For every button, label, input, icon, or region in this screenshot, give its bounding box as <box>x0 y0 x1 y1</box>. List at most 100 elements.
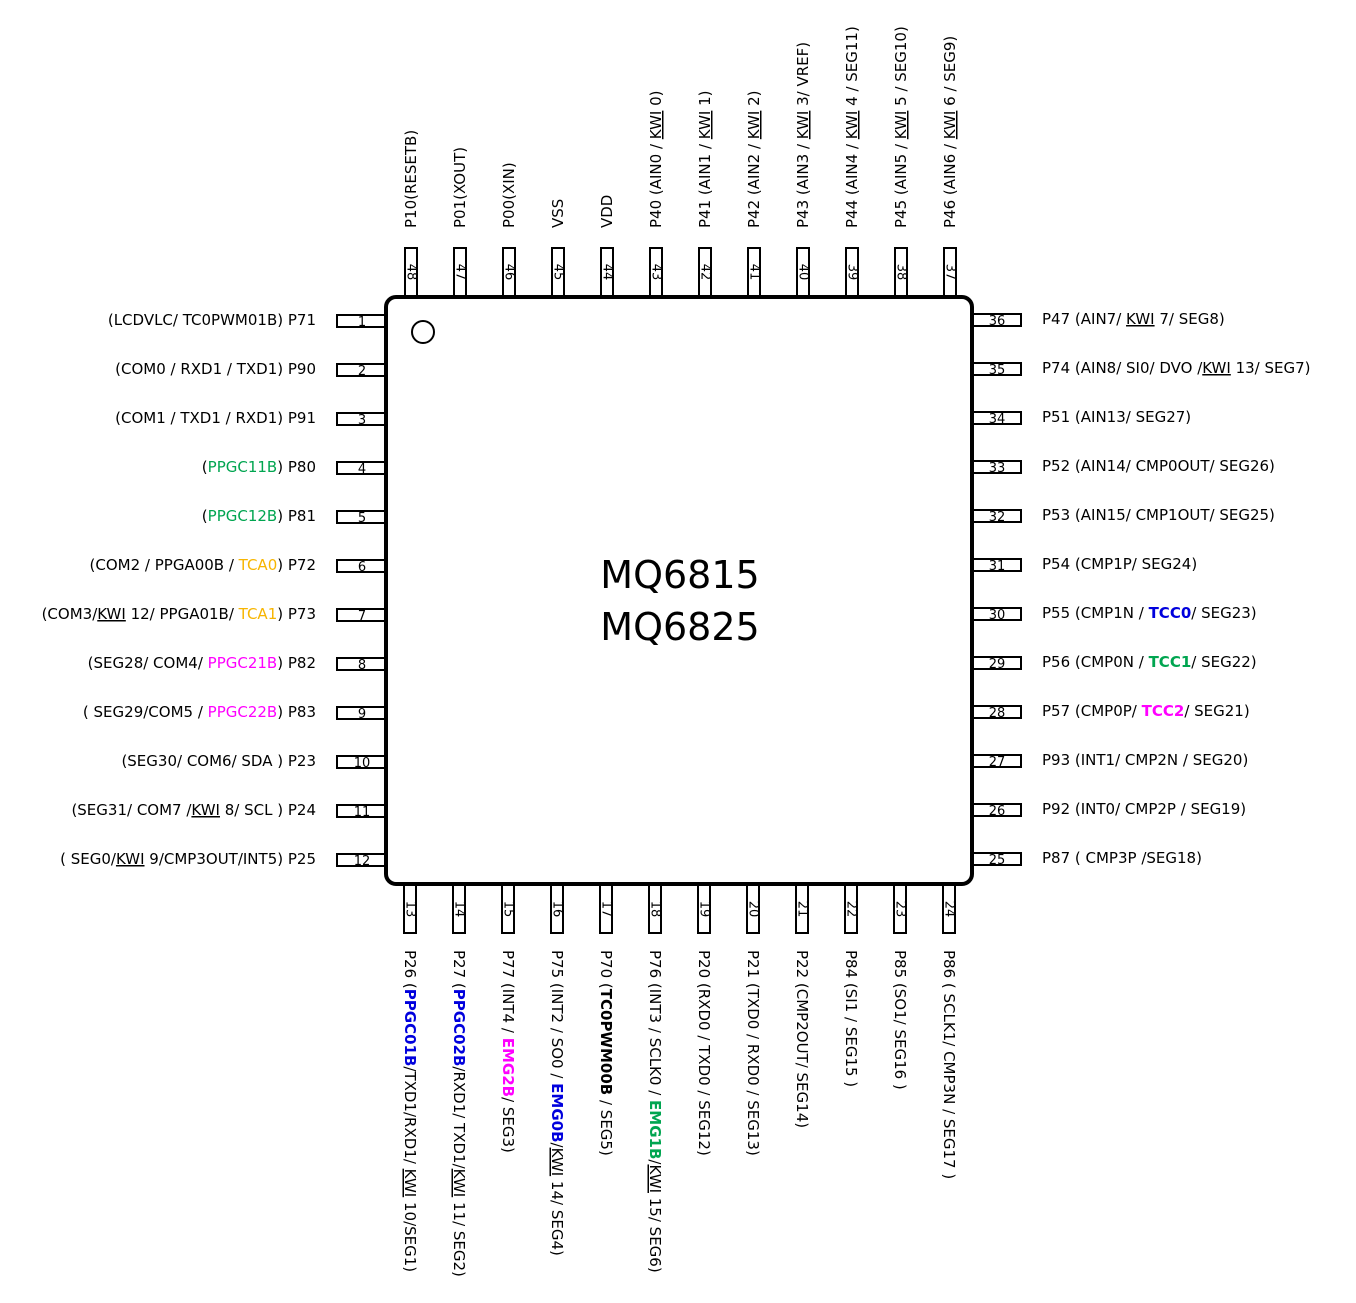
pin-number: 45 <box>551 264 566 281</box>
pin-number: 5 <box>358 511 366 526</box>
pin-label: P93 (INT1/ CMP2N / SEG20) <box>1042 751 1248 769</box>
pin-label-part: P87 ( CMP3P /SEG18) <box>1042 849 1202 867</box>
pin-9: 9 ( SEG29/COM5 / PPGC22B) P83 <box>83 703 387 722</box>
pin-3: 3 (COM1 / TXD1 / RXD1) P91 <box>115 409 387 428</box>
pin-label: (COM2 / PPGA00B / TCA0) P72 <box>90 556 316 574</box>
pin-label: (SEG31/ COM7 /KWI 8/ SCL ) P24 <box>71 801 316 819</box>
pin-label-part: TCA0 <box>238 556 278 574</box>
pin-label-part: / SEG21) <box>1184 702 1249 720</box>
pin-label: P10(RESETB) <box>402 130 420 228</box>
pin-label-part: TCC2 <box>1142 702 1185 720</box>
pin-48: 48 P10(RESETB) <box>402 130 420 298</box>
pin-label: P43 (AIN3 / KWI 3/ VREF) <box>794 42 812 228</box>
pin-number: 22 <box>844 901 859 918</box>
pin-label-part: / <box>646 1159 664 1165</box>
pin-label: P01(XOUT) <box>451 147 469 228</box>
pin-label-part: P40 (AIN0 / <box>647 139 665 228</box>
pin-label-part: KWI <box>843 111 861 140</box>
pin-label: P20 (RXD0 / TXD0 / SEG12) <box>695 950 713 1156</box>
pin-number: 15 <box>501 901 516 918</box>
pin-5: 5 (PPGC12B) P81 <box>202 507 387 526</box>
pin-label: P53 (AIN15/ CMP1OUT/ SEG25) <box>1042 506 1275 524</box>
pin-label-part: P42 (AIN2 / <box>745 139 763 228</box>
pin-27: 27 P93 (INT1/ CMP2N / SEG20) <box>971 751 1248 770</box>
pin-label: (COM1 / TXD1 / RXD1) P91 <box>115 409 316 427</box>
pin-label-part: VSS <box>549 199 567 228</box>
pin-number: 6 <box>358 560 366 575</box>
pin-label-part: P57 (CMP0P/ <box>1042 702 1142 720</box>
pin-37: 37 P46 (AIN6 / KWI 6 / SEG9) <box>941 36 959 298</box>
pin-label: P40 (AIN0 / KWI 0) <box>647 90 665 228</box>
pin-label-part: P27 ( <box>450 950 468 989</box>
pin-label-part: P26 ( <box>401 950 419 989</box>
pin-number: 25 <box>989 853 1006 868</box>
pin-6: 6 (COM2 / PPGA00B / TCA0) P72 <box>90 556 387 575</box>
pin-1: 1 (LCDVLC/ TC0PWM01B) P71 <box>108 311 387 330</box>
pin-label-part: 7/ SEG8) <box>1155 310 1225 328</box>
pin-47: 47 P01(XOUT) <box>451 147 469 298</box>
pin-number: 14 <box>452 901 467 918</box>
pin-46: 46 P00(XIN) <box>500 162 518 298</box>
pin-label: P75 (INT2 / SO0 / EMG0B/KWI 14/ SEG4) <box>548 950 566 1256</box>
pin-number: 2 <box>358 364 366 379</box>
pin-label-part: P84 (SI1 / SEG15 ) <box>842 950 860 1087</box>
pin-label-part: P22 (CMP2OUT/ SEG14) <box>793 950 811 1128</box>
pin-39: 39 P44 (AIN4 / KWI 4 / SEG11) <box>843 26 861 298</box>
pin-38: 38 P45 (AIN5 / KWI 5 / SEG10) <box>892 26 910 298</box>
pin-number: 33 <box>989 461 1006 476</box>
pin-number: 32 <box>989 510 1006 525</box>
pin-label-part: 14/ SEG4) <box>548 1176 566 1256</box>
pin-label: P47 (AIN7/ KWI 7/ SEG8) <box>1042 310 1225 328</box>
pin-4: 4 (PPGC11B) P80 <box>202 458 387 477</box>
pin-label-part: ( SEG0/ <box>60 850 117 868</box>
pin-label-part: PPGC21B <box>208 654 278 672</box>
pin-label-part: ) P71 <box>277 311 316 329</box>
pin-label-part: ) P82 <box>277 654 316 672</box>
pin-32: 32 P53 (AIN15/ CMP1OUT/ SEG25) <box>971 506 1275 525</box>
pin-number: 26 <box>989 804 1006 819</box>
pin-label-part: PPGC11B <box>208 458 278 476</box>
pin-label-part: ( <box>202 458 208 476</box>
pin-label-part: 6 / SEG9) <box>941 36 959 111</box>
pin-number: 16 <box>550 901 565 918</box>
pin-42: 42 P41 (AIN1 / KWI 1) <box>696 90 714 298</box>
pin-31: 31 P54 (CMP1P/ SEG24) <box>971 555 1197 574</box>
pin-label: P74 (AIN8/ SI0/ DVO /KWI 13/ SEG7) <box>1042 359 1311 377</box>
pin-label-part: / SEG5) <box>597 1095 615 1156</box>
pin1-marker <box>411 320 435 344</box>
pin-label-part: P54 (CMP1P/ SEG24) <box>1042 555 1197 573</box>
pin-number: 38 <box>894 264 909 281</box>
pin-label: (SEG30/ COM6/ SDA ) P23 <box>121 752 316 770</box>
pin-8: 8 (SEG28/ COM4/ PPGC21B) P82 <box>88 654 387 673</box>
pin-20: 20 P21 (TXD0 / RXD0 / SEG13) <box>744 883 762 1156</box>
pin-label-part: 1) <box>696 90 714 110</box>
pin-label: P56 (CMP0N / TCC1/ SEG22) <box>1042 653 1257 671</box>
pin-label-part: 4 / SEG11) <box>843 26 861 110</box>
chip-body <box>384 295 974 886</box>
pin-number: 36 <box>989 314 1006 329</box>
pin-label-part: TCA1 <box>238 605 278 623</box>
pin-label-part: TC0PWM00B <box>597 989 615 1095</box>
pin-label-part: P41 (AIN1 / <box>696 139 714 228</box>
pin-label-part: P93 (INT1/ CMP2N / SEG20) <box>1042 751 1248 769</box>
pin-19: 19 P20 (RXD0 / TXD0 / SEG12) <box>695 883 713 1156</box>
pin-label: VDD <box>598 195 616 228</box>
pin-label: P51 (AIN13/ SEG27) <box>1042 408 1191 426</box>
pin-label-part: 8/ SCL ) P24 <box>220 801 316 819</box>
pin-label-part: P75 (INT2 / SO0 / <box>548 950 566 1083</box>
pin-13: 13 P26 (PPGC01B/TXD1/RXD1/ KWI 10/SEG1) <box>401 883 419 1272</box>
pin-label-part: (COM0 / RXD1 / TXD1) P90 <box>115 360 316 378</box>
pin-label-part: P43 (AIN3 / <box>794 139 812 228</box>
pin-label-part: KWI <box>401 1169 419 1198</box>
pin-label-part: P01(XOUT) <box>451 147 469 228</box>
pin-label: P54 (CMP1P/ SEG24) <box>1042 555 1197 573</box>
pin-label-part: (SEG31/ COM7 / <box>71 801 192 819</box>
pin-label-part: KWI <box>794 111 812 140</box>
pin-label-part: PPGC12B <box>208 507 278 525</box>
pin-33: 33 P52 (AIN14/ CMP0OUT/ SEG26) <box>971 457 1275 476</box>
pin-label: P44 (AIN4 / KWI 4 / SEG11) <box>843 26 861 228</box>
pin-label-part: P47 (AIN7/ <box>1042 310 1126 328</box>
pin-number: 13 <box>403 901 418 918</box>
pin-label: P70 (TC0PWM00B / SEG5) <box>597 950 615 1156</box>
pin-label: P84 (SI1 / SEG15 ) <box>842 950 860 1087</box>
